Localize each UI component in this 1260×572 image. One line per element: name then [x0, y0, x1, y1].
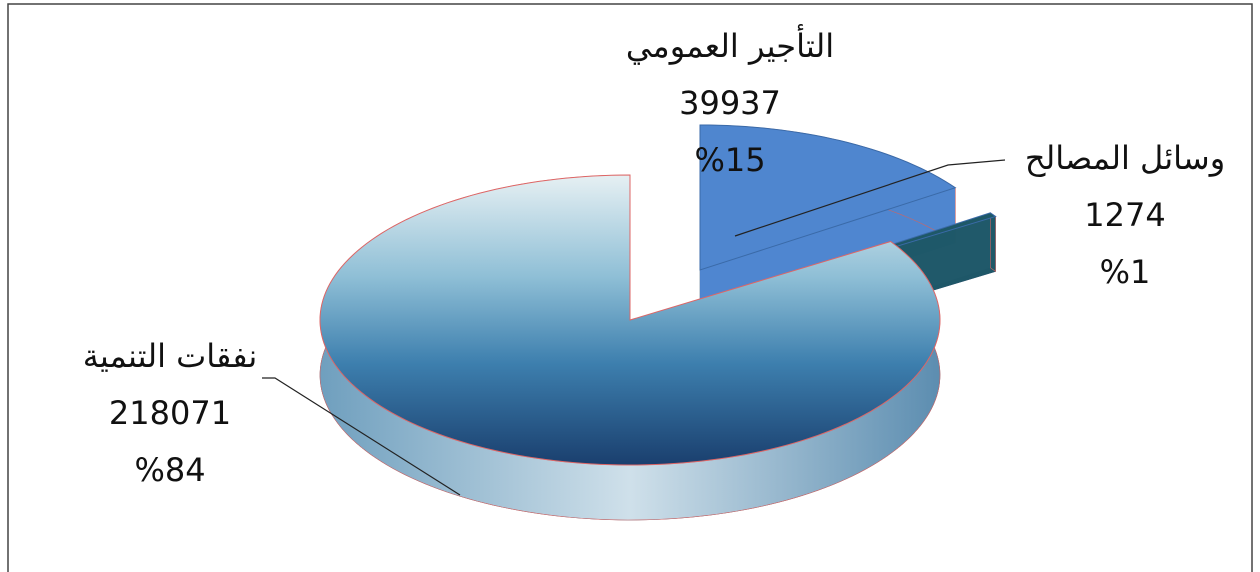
slice-label: نفقات التنمية — [83, 337, 258, 375]
leader-line — [734, 159, 1006, 237]
slice-label: التأجير العمومي — [626, 24, 834, 65]
slice-side — [990, 212, 996, 273]
frame — [7, 3, 1253, 572]
slice — [319, 174, 941, 466]
value-label: 39937 — [679, 84, 781, 122]
percent-label: %15 — [694, 141, 765, 179]
value-label: 1274 — [1084, 196, 1165, 234]
leader-line — [262, 377, 461, 496]
slice-label: وسائل المصالح — [1025, 139, 1225, 177]
value-label: 218071 — [109, 394, 231, 432]
percent-label: %84 — [134, 451, 205, 489]
percent-label: %1 — [1100, 253, 1151, 291]
